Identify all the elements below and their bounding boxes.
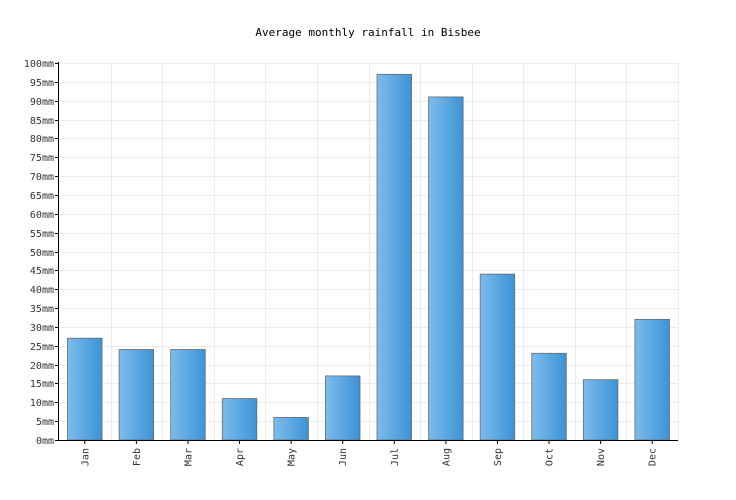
y-tick-label: 50mm — [30, 248, 54, 259]
x-tick-label: Sep — [493, 448, 504, 466]
y-tick-label: 75mm — [30, 153, 54, 164]
x-tick-label: Mar — [183, 448, 194, 466]
chart-title: Average monthly rainfall in Bisbee — [255, 26, 480, 39]
bar-feb — [118, 349, 155, 441]
y-tick-label: 15mm — [30, 379, 54, 390]
bars — [67, 73, 670, 441]
x-tick-label: Feb — [132, 448, 143, 466]
y-tick-label: 95mm — [30, 78, 54, 89]
x-tick-label: Oct — [545, 448, 556, 466]
bar-mar — [170, 349, 206, 441]
bar-jun — [325, 375, 361, 441]
x-tick-label: May — [287, 448, 298, 466]
y-tick-label: 10mm — [30, 398, 54, 409]
y-tick-label: 30mm — [30, 323, 54, 334]
y-axis-ticks: 0mm 5mm 10mm 15mm 20mm 25mm 30mm 35mm 40mm 45mm 50… — [24, 59, 59, 447]
y-tick-label: 20mm — [30, 361, 54, 372]
y-tick-label: 90mm — [30, 97, 54, 108]
x-tick-label: Apr — [235, 448, 246, 466]
bar-may — [273, 416, 309, 441]
bar-dec — [634, 318, 670, 441]
bar-apr — [221, 398, 258, 441]
y-tick-label: 100mm — [24, 59, 54, 70]
bar-oct — [531, 352, 567, 441]
y-tick-label: 40mm — [30, 285, 54, 296]
x-tick-label: Jul — [390, 448, 401, 466]
bar-aug — [428, 96, 464, 441]
x-axis-ticks: Jan Feb Mar Apr May Jun Jul Aug Sep Oct Nov Dec — [80, 440, 659, 466]
y-tick-label: 65mm — [30, 191, 54, 202]
y-tick-label: 45mm — [30, 266, 54, 277]
bar-sep — [479, 273, 516, 441]
x-tick-label: Dec — [648, 448, 659, 466]
y-tick-label: 35mm — [30, 304, 54, 315]
y-tick-label: 0mm — [36, 436, 54, 447]
y-tick-label: 85mm — [30, 116, 54, 127]
x-tick-label: Aug — [441, 448, 452, 466]
x-tick-label: Jun — [338, 448, 349, 466]
y-tick-label: 25mm — [30, 342, 54, 353]
y-tick-label: 80mm — [30, 134, 54, 145]
x-tick-label: Jan — [80, 448, 91, 466]
y-tick-label: 5mm — [36, 417, 54, 428]
y-tick-label: 55mm — [30, 229, 54, 240]
bar-jan — [67, 337, 103, 441]
y-tick-label: 70mm — [30, 172, 54, 183]
x-tick-label: Nov — [596, 448, 607, 466]
bar-nov — [582, 379, 619, 441]
y-tick-label: 60mm — [30, 210, 54, 221]
grid-lines — [59, 63, 679, 440]
bar-jul — [376, 73, 412, 441]
